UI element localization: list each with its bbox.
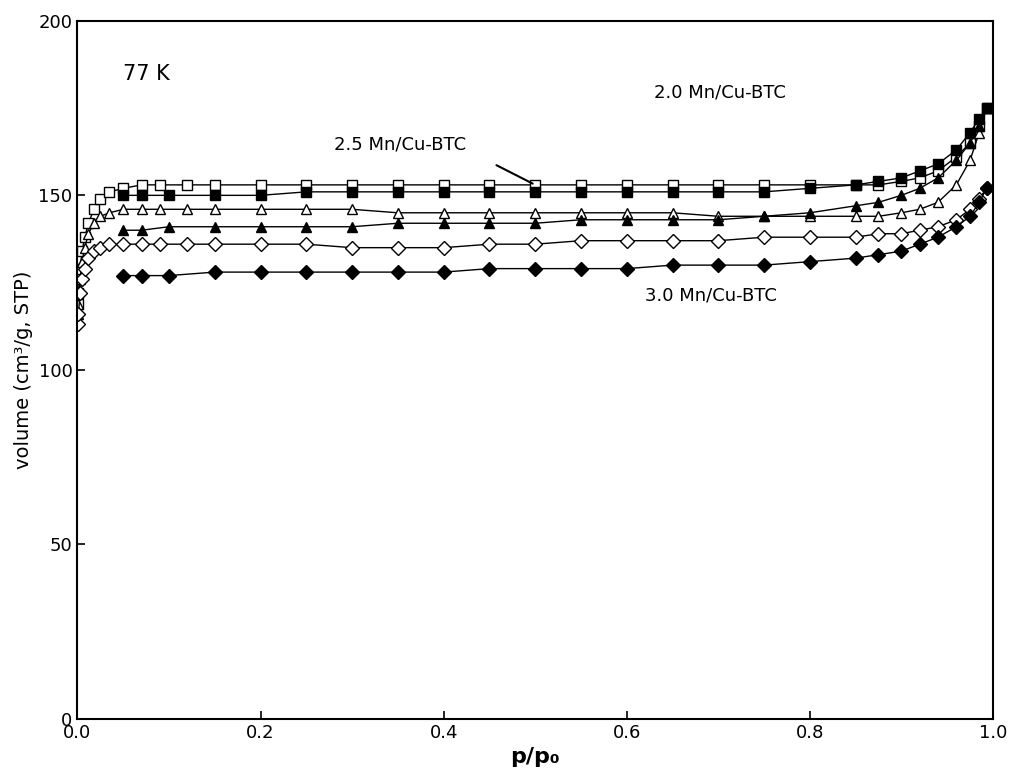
Text: 2.0 Mn/Cu-BTC: 2.0 Mn/Cu-BTC [654, 84, 786, 102]
X-axis label: p/p₀: p/p₀ [510, 747, 560, 767]
Text: 2.5 Mn/Cu-BTC: 2.5 Mn/Cu-BTC [334, 136, 466, 154]
Text: 77 K: 77 K [124, 64, 169, 84]
Y-axis label: volume (cm³/g, STP): volume (cm³/g, STP) [14, 270, 33, 469]
Text: 3.0 Mn/Cu-BTC: 3.0 Mn/Cu-BTC [645, 286, 777, 304]
